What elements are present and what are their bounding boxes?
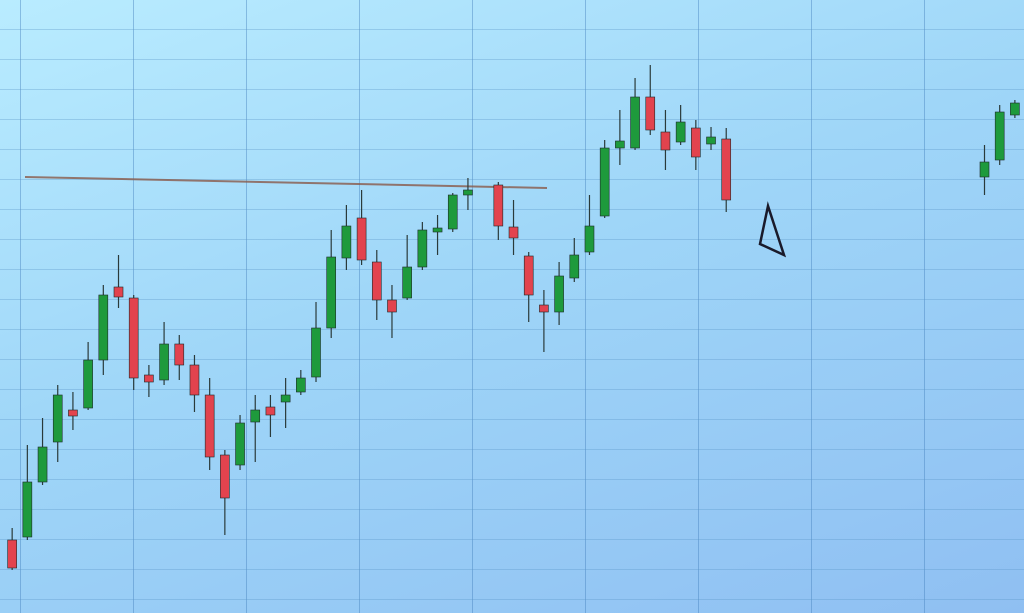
candle-body: [22, 481, 33, 538]
candle-body: [204, 394, 215, 458]
candle-body: [371, 261, 382, 301]
candle-body: [417, 229, 428, 268]
candle-body: [341, 225, 352, 259]
candle-body: [508, 226, 519, 239]
candle-body: [311, 327, 321, 378]
candle-body: [660, 131, 671, 151]
candle-body: [98, 294, 109, 361]
candle-body: [402, 266, 412, 299]
candle-body: [447, 194, 458, 230]
candle-body: [599, 147, 610, 217]
candle-body: [128, 297, 139, 379]
candle-body: [235, 422, 245, 466]
candle-body: [52, 394, 63, 443]
candle-body: [630, 96, 640, 149]
candle-body: [706, 136, 716, 145]
trend-line: [24, 176, 548, 189]
candle-body: [569, 254, 580, 279]
candle-body: [280, 394, 291, 403]
candle-body: [265, 406, 276, 416]
candle-body: [1010, 102, 1020, 116]
candle-body: [250, 409, 261, 423]
candle-body: [994, 111, 1005, 161]
candle-body: [979, 161, 990, 178]
candle-body: [7, 539, 17, 569]
candle-body: [113, 286, 124, 298]
candle-body: [326, 256, 337, 329]
candle-body: [387, 299, 397, 313]
candle-body: [691, 127, 701, 158]
candle-body: [539, 304, 549, 313]
cursor-mark: [758, 201, 787, 258]
candle-body: [83, 359, 93, 409]
candle-body: [554, 275, 564, 313]
candle-body: [645, 96, 656, 131]
candle-body: [144, 374, 154, 383]
candle-body: [356, 217, 367, 261]
candle-body: [159, 343, 169, 381]
candle-body: [493, 184, 504, 227]
candle-body: [675, 121, 686, 143]
candle-body: [296, 377, 306, 393]
candle-body: [584, 225, 595, 253]
candle-body: [220, 454, 230, 499]
candle-body: [174, 343, 185, 366]
candle-body: [615, 140, 625, 149]
candle-body: [432, 227, 443, 233]
candle-body: [721, 138, 732, 201]
candle-body: [523, 255, 534, 296]
candle-body: [68, 409, 78, 417]
candle-body: [37, 446, 48, 483]
candle-body: [463, 189, 473, 196]
candle-body: [189, 364, 200, 396]
